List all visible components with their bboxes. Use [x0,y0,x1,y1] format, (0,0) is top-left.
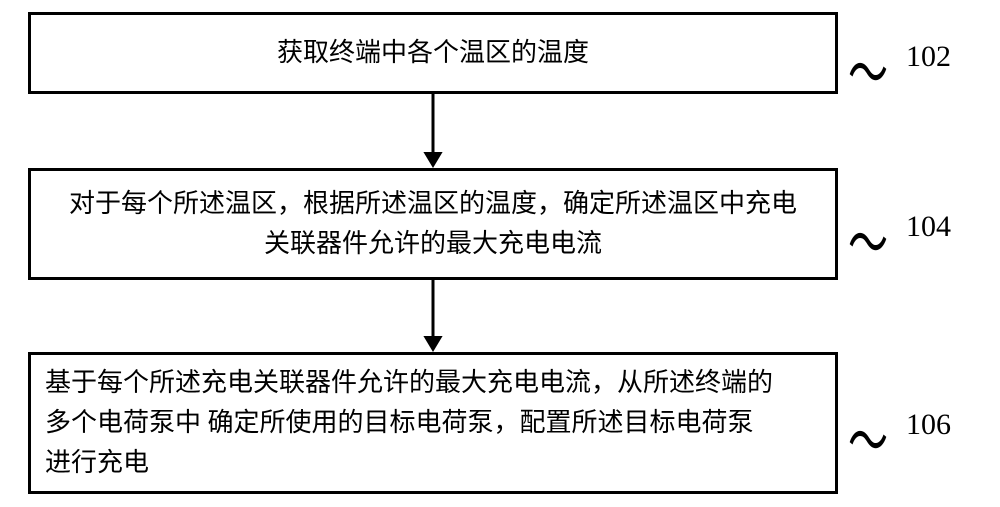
flow-node-n3: 基于每个所述充电关联器件允许的最大充电电流，从所述终端的 多个电荷泵中 确定所使… [28,352,838,494]
connector-tilde-n2: ～ [848,193,888,286]
flow-node-n1: 获取终端中各个温区的温度 [28,12,838,94]
arrow-n2-n3 [413,280,453,352]
node-label-n3: 106 [906,408,951,442]
node-label-n2: 104 [906,210,951,244]
flow-node-n2: 对于每个所述温区，根据所述温区的温度，确定所述温区中充电 关联器件允许的最大充电… [28,168,838,280]
connector-tilde-n1: ～ [848,23,888,116]
arrow-n1-n2 [413,94,453,168]
connector-tilde-n3: ～ [848,391,888,484]
node-label-n1: 102 [906,40,951,74]
